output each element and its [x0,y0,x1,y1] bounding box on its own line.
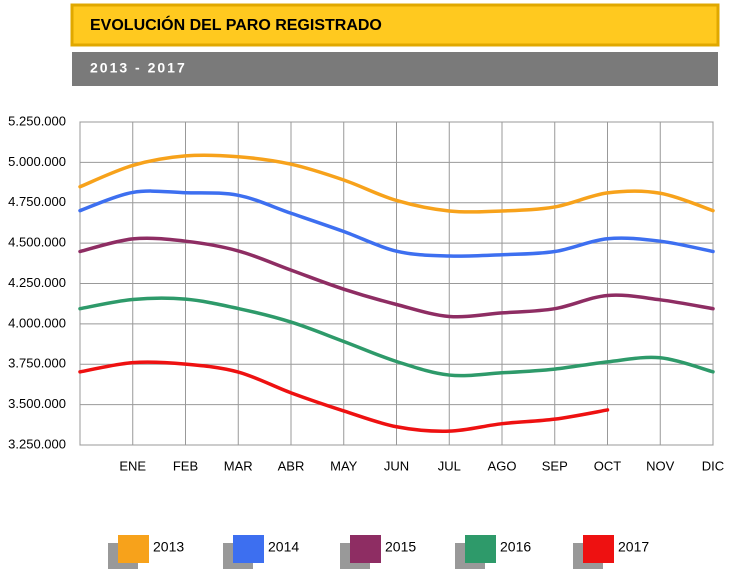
y-tick-label: 4.000.000 [8,315,66,330]
legend-label: 2013 [153,539,184,555]
x-tick-label: FEB [173,458,198,473]
legend-label: 2017 [618,539,649,555]
y-tick-label: 5.000.000 [8,154,66,169]
x-tick-label: NOV [646,458,675,473]
series-line [78,189,715,258]
x-tick-label: SEP [542,458,568,473]
legend-label: 2014 [268,539,299,555]
x-tick-label: DIC [702,458,724,473]
legend-swatch [233,535,264,563]
chart-subtitle: 2013 - 2017 [90,60,187,76]
x-tick-label: AGO [488,458,517,473]
x-tick-label: JUN [384,458,409,473]
title-banner [70,3,720,47]
y-tick-label: 5.250.000 [8,113,66,128]
y-tick-label: 4.250.000 [8,275,66,290]
series-line [78,236,715,319]
y-tick-label: 3.500.000 [8,396,66,411]
x-tick-label: MAR [224,458,253,473]
x-tick-label: ENE [119,458,146,473]
y-tick-label: 3.250.000 [8,436,66,451]
legend-swatch [350,535,381,563]
chart-title: EVOLUCIÓN DEL PARO REGISTRADO [90,15,382,34]
x-tick-label: JUL [438,458,461,473]
y-tick-label: 4.500.000 [8,235,66,250]
legend-swatch [583,535,614,563]
series-line [78,153,715,214]
y-tick-label: 3.750.000 [8,356,66,371]
legend-label: 2016 [500,539,531,555]
series-line [78,360,610,433]
subtitle-banner [72,52,718,86]
legend-swatch [465,535,496,563]
legend-label: 2015 [385,539,416,555]
x-tick-label: MAY [330,458,358,473]
legend-swatch [118,535,149,563]
series-line [78,296,715,378]
x-tick-label: OCT [594,458,622,473]
x-tick-label: ABR [278,458,305,473]
y-tick-label: 4.750.000 [8,194,66,209]
